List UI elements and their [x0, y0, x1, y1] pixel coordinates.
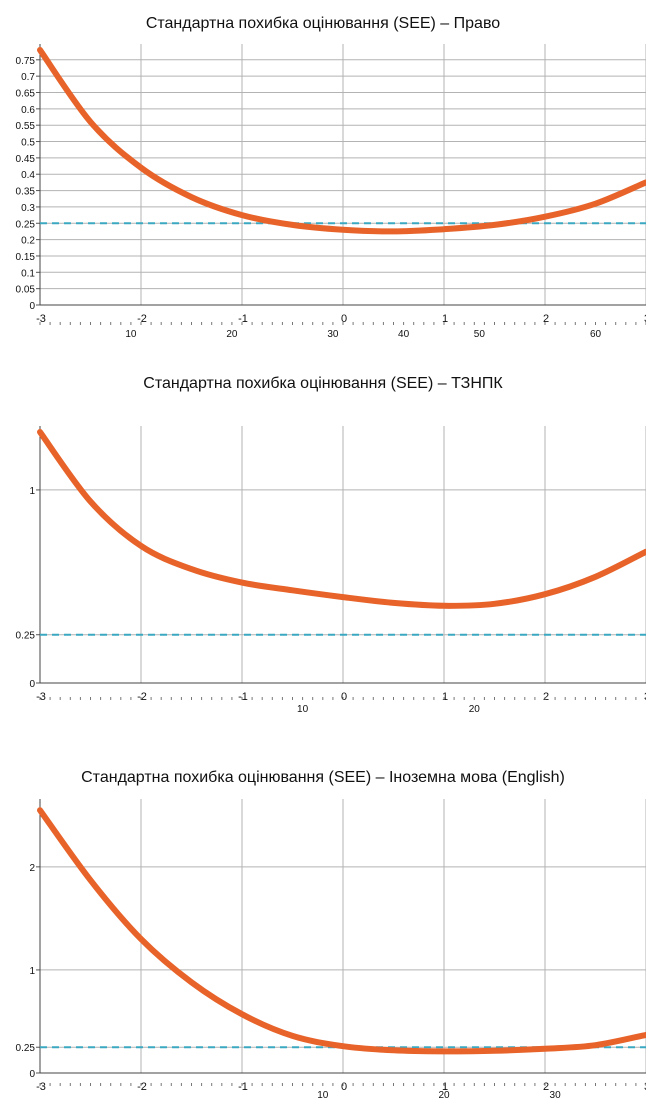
y-tick-label: 0.25 [16, 631, 36, 642]
y-tick-label: 0.1 [21, 268, 35, 279]
secondary-tick-label: 20 [438, 1090, 450, 1101]
y-tick-label: 0.25 [16, 219, 36, 230]
y-tick-label: 0 [29, 1069, 35, 1080]
chart-title: Стандартна похибка оцінювання (SEE) – Пр… [145, 15, 501, 32]
x-tick-label: -1 [238, 313, 248, 325]
x-tick-label: -3 [36, 691, 46, 703]
y-tick-label: 0.3 [21, 203, 35, 214]
chart-tznpk: Стандартна похибка оцінювання (SEE) – ТЗ… [0, 370, 646, 720]
secondary-tick-label: 10 [125, 329, 137, 340]
y-tick-label: 0.75 [16, 56, 36, 67]
see-curve [37, 429, 646, 609]
y-tick-label: 0.55 [16, 121, 36, 132]
x-tick-label: -1 [238, 691, 248, 703]
secondary-tick-label: 30 [327, 329, 339, 340]
see-curve [37, 47, 646, 235]
chart-plot: -3-2-1012300.050.10.150.20.250.30.350.40… [16, 44, 646, 340]
chart-title: Стандартна похибка оцінювання (SEE) – Ін… [81, 769, 565, 786]
chart-english: Стандартна похибка оцінювання (SEE) – Ін… [0, 740, 646, 1102]
secondary-tick-label: 30 [550, 1090, 562, 1101]
y-tick-label: 0.7 [21, 72, 35, 83]
x-tick-label: 2 [543, 691, 549, 703]
x-tick-label: 0 [341, 1081, 347, 1093]
x-tick-label: 3 [644, 1081, 646, 1093]
x-tick-label: -3 [36, 313, 46, 325]
x-tick-label: 1 [442, 313, 448, 325]
y-tick-label: 0.2 [21, 236, 35, 247]
y-tick-label: 0.05 [16, 285, 36, 296]
see-curve [37, 807, 646, 1055]
y-tick-label: 0.5 [21, 138, 35, 149]
y-tick-label: 1 [29, 966, 35, 977]
x-tick-label: 3 [644, 313, 646, 325]
secondary-tick-label: 10 [297, 704, 309, 715]
x-tick-label: -2 [137, 1081, 147, 1093]
y-tick-label: 0 [29, 679, 35, 690]
y-tick-label: 0.35 [16, 187, 36, 198]
x-tick-label: 1 [442, 691, 448, 703]
secondary-tick-label: 50 [474, 329, 486, 340]
y-tick-label: 0.15 [16, 252, 36, 263]
secondary-tick-label: 20 [226, 329, 238, 340]
y-tick-label: 0.45 [16, 154, 36, 165]
x-tick-label: 0 [341, 313, 347, 325]
x-tick-label: -1 [238, 1081, 248, 1093]
x-tick-label: -3 [36, 1081, 46, 1093]
y-tick-label: 2 [29, 863, 35, 874]
x-tick-label: 2 [543, 1081, 549, 1093]
x-tick-label: -2 [137, 313, 147, 325]
x-tick-label: 0 [341, 691, 347, 703]
y-tick-label: 1 [29, 486, 35, 497]
secondary-tick-label: 10 [317, 1090, 329, 1101]
x-tick-label: 1 [442, 1081, 448, 1093]
secondary-tick-label: 40 [398, 329, 410, 340]
y-tick-label: 0.6 [21, 105, 35, 116]
x-tick-label: 2 [543, 313, 549, 325]
x-tick-label: -2 [137, 691, 147, 703]
y-tick-label: 0.65 [16, 89, 36, 100]
chart-title: Стандартна похибка оцінювання (SEE) – ТЗ… [143, 375, 503, 392]
y-tick-label: 0 [29, 301, 35, 312]
x-tick-label: 3 [644, 691, 646, 703]
chart-pravo: Стандартна похибка оцінювання (SEE) – Пр… [0, 0, 646, 350]
secondary-tick-label: 20 [469, 704, 481, 715]
secondary-tick-label: 60 [590, 329, 602, 340]
y-tick-label: 0.4 [21, 170, 35, 181]
y-tick-label: 0.25 [16, 1043, 36, 1054]
chart-plot: -3 -2 -1 0 1 2 3 0 0.25 1 10 20 [16, 426, 646, 715]
